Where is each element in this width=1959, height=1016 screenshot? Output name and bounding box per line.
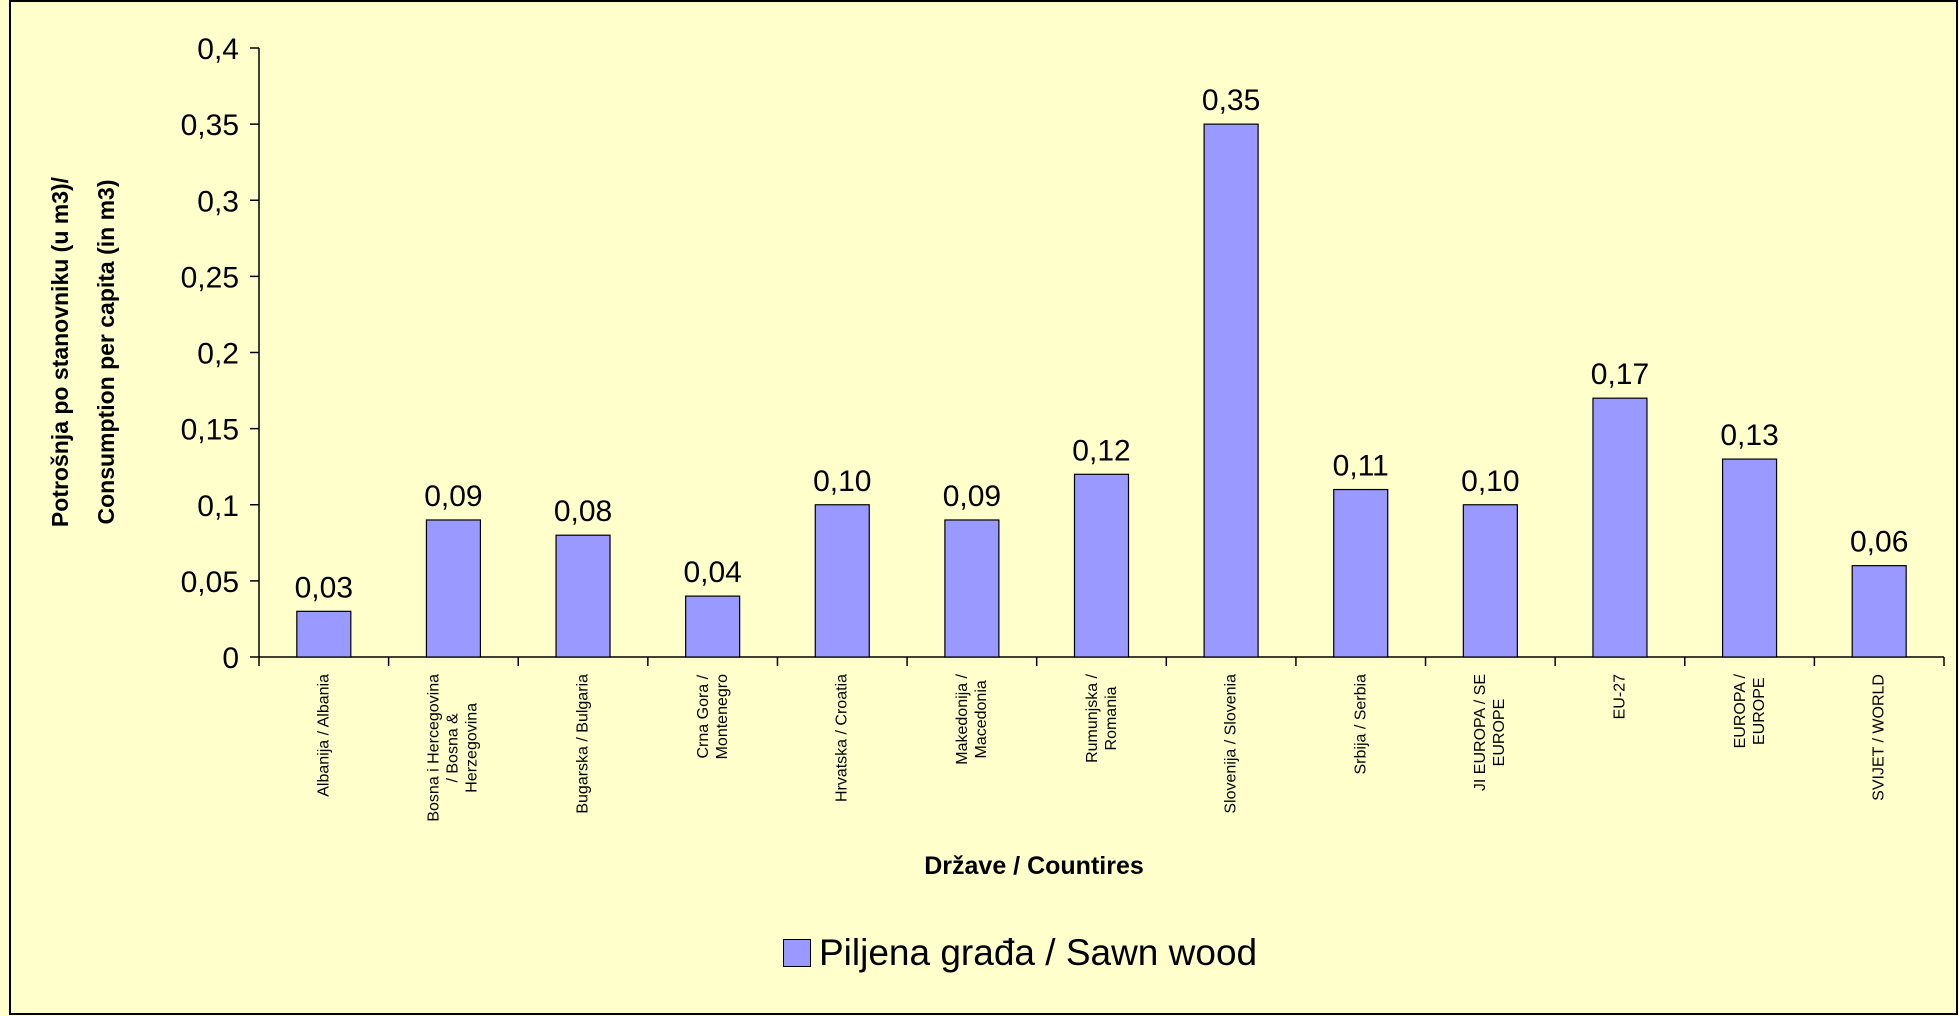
x-tick-label: Srbija / Serbia xyxy=(1352,674,1370,775)
x-tick-label: Rumunjska / Romania xyxy=(1083,674,1120,763)
y-tick-label: 0 xyxy=(222,642,239,675)
y-tick-label: 0,05 xyxy=(181,566,239,599)
y-tick-label: 0,1 xyxy=(197,490,239,523)
value-label: 0,10 xyxy=(1461,465,1519,498)
y-tick-label: 0,25 xyxy=(181,261,239,294)
bar xyxy=(1721,458,1778,658)
bar xyxy=(425,519,482,658)
legend-swatch xyxy=(783,939,811,967)
x-tick-label: Bosna i Hercegovina / Bosna & Herzegovin… xyxy=(425,674,481,822)
x-tick-label: Crna Gora / Montenegro xyxy=(694,674,731,760)
x-axis-label: Države / Countires xyxy=(924,852,1144,880)
y-tick-label: 0,4 xyxy=(197,33,239,66)
y-tick-label: 0,35 xyxy=(181,109,239,142)
y-tick-label: 0,3 xyxy=(197,185,239,218)
value-label: 0,03 xyxy=(295,571,353,604)
x-tick-label: Slovenija / Slovenia xyxy=(1222,674,1240,814)
value-label: 0,11 xyxy=(1333,450,1389,483)
legend-label: Piljena građa / Sawn wood xyxy=(819,932,1258,973)
bar xyxy=(1592,397,1648,658)
bar xyxy=(1073,473,1130,658)
x-tick-label: Makedonija / Macedonia xyxy=(953,674,990,765)
bar xyxy=(944,519,1000,658)
x-tick-label: JI EUROPA / SE EUROPE xyxy=(1472,674,1509,792)
bar xyxy=(555,534,611,658)
value-label: 0,13 xyxy=(1720,419,1778,452)
value-label: 0,09 xyxy=(424,480,482,513)
x-tick-label: Albanija / Albania xyxy=(315,674,333,797)
bar xyxy=(296,610,352,658)
bar xyxy=(1851,565,1907,658)
value-label: 0,08 xyxy=(554,495,612,528)
value-label: 0,04 xyxy=(683,556,741,589)
value-label: 0,35 xyxy=(1202,84,1260,117)
value-label: 0,10 xyxy=(813,465,871,498)
bar xyxy=(1462,504,1518,658)
bar xyxy=(1333,488,1389,658)
legend: Piljena građa / Sawn wood xyxy=(783,932,1257,974)
bar xyxy=(814,504,870,658)
value-label: 0,12 xyxy=(1072,434,1130,467)
value-label: 0,06 xyxy=(1850,526,1908,559)
x-tick-label: SVIJET / WORLD xyxy=(1870,674,1888,801)
value-label: 0,09 xyxy=(943,480,1001,513)
x-tick-label: Bugarska / Bulgaria xyxy=(574,674,592,814)
bar xyxy=(685,595,741,658)
y-tick-label: 0,2 xyxy=(197,338,239,371)
x-tick-label: EU-27 xyxy=(1611,674,1629,720)
y-axis-label: Potrošnja po stanovniku (u m3)/ Consumpt… xyxy=(47,176,119,528)
x-tick-label: Hrvatska / Croatia xyxy=(833,674,851,803)
bar xyxy=(1203,123,1259,658)
x-tick-label: EUROPA / EUROPE xyxy=(1731,674,1768,749)
value-label: 0,17 xyxy=(1591,358,1649,391)
y-tick-label: 0,15 xyxy=(181,414,239,447)
